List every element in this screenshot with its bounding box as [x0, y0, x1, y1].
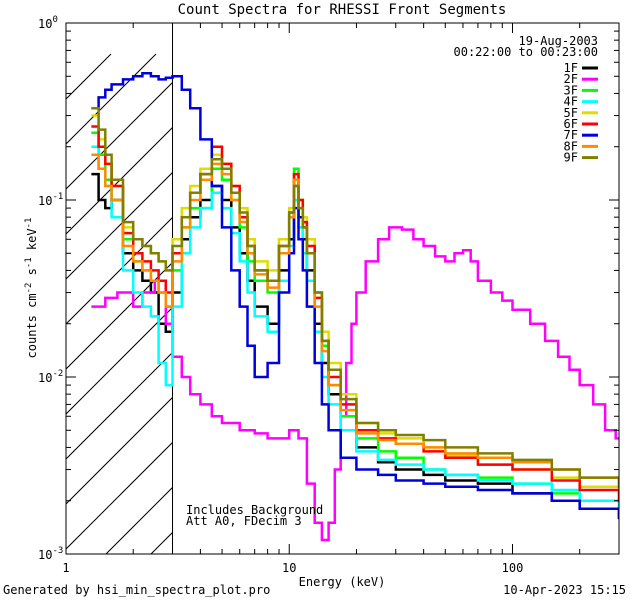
hatch-line	[66, 171, 173, 280]
hatch-line	[66, 81, 173, 190]
legend-label: 8F	[564, 139, 578, 153]
axis-ticks	[65, 23, 620, 555]
y-tick-label: 10-1	[38, 192, 63, 208]
y-tick-labels: 10-3 10-2 10-1 100	[38, 15, 63, 562]
series-line-4F	[91, 145, 619, 511]
hatch-line	[66, 53, 157, 145]
x-axis-label: Energy (keV)	[299, 575, 386, 589]
series-line-7F	[91, 72, 619, 520]
series-line-9F	[91, 106, 619, 488]
legend-time-range: 00:22:00 to 00:23:00	[454, 45, 599, 59]
legend-label: 2F	[564, 72, 578, 86]
series-line-8F	[91, 153, 619, 488]
series-line-2F	[91, 226, 619, 542]
annotation-background: Includes Background	[186, 503, 323, 517]
series-line-1F	[91, 172, 619, 520]
chart-title: Count Spectra for RHESSI Front Segments	[178, 2, 507, 18]
legend-label: 7F	[564, 128, 578, 142]
legend-label: 6F	[564, 117, 578, 131]
y-tick-label: 10-2	[38, 369, 63, 385]
hatch-line	[66, 441, 173, 550]
excluded-energy-hatch	[66, 53, 173, 554]
y-axis-label: counts cm-2 s-1 keV-1	[24, 218, 39, 359]
plot-frame	[65, 22, 620, 555]
x-tick-label: 10	[282, 561, 296, 575]
x-tick-labels: 1 10 100	[62, 561, 523, 575]
x-tick-label: 100	[502, 561, 524, 575]
footer-timestamp: 10-Apr-2023 15:15	[503, 583, 626, 597]
series-lines	[91, 72, 619, 542]
footer-generated-by: Generated by hsi_min_spectra_plot.pro	[3, 583, 270, 597]
y-tick-label: 100	[38, 15, 58, 31]
hatch-line	[66, 53, 112, 100]
hatch-line	[66, 261, 173, 370]
legend-label: 5F	[564, 106, 578, 120]
annotation-attenuator: Att A0, FDecim 3	[186, 514, 302, 528]
legend-label: 3F	[564, 83, 578, 97]
legend-label: 1F	[564, 61, 578, 75]
hatch-line	[66, 126, 173, 235]
legend-date: 19-Aug-2003	[519, 34, 598, 48]
x-tick-label: 1	[62, 561, 69, 575]
y-tick-label: 10-3	[38, 546, 63, 562]
hatch-line	[66, 306, 173, 415]
hatch-line	[66, 351, 173, 460]
legend-label: 4F	[564, 95, 578, 109]
legend-label: 9F	[564, 151, 578, 165]
hatch-line	[66, 396, 173, 505]
hatch-line	[66, 216, 173, 325]
